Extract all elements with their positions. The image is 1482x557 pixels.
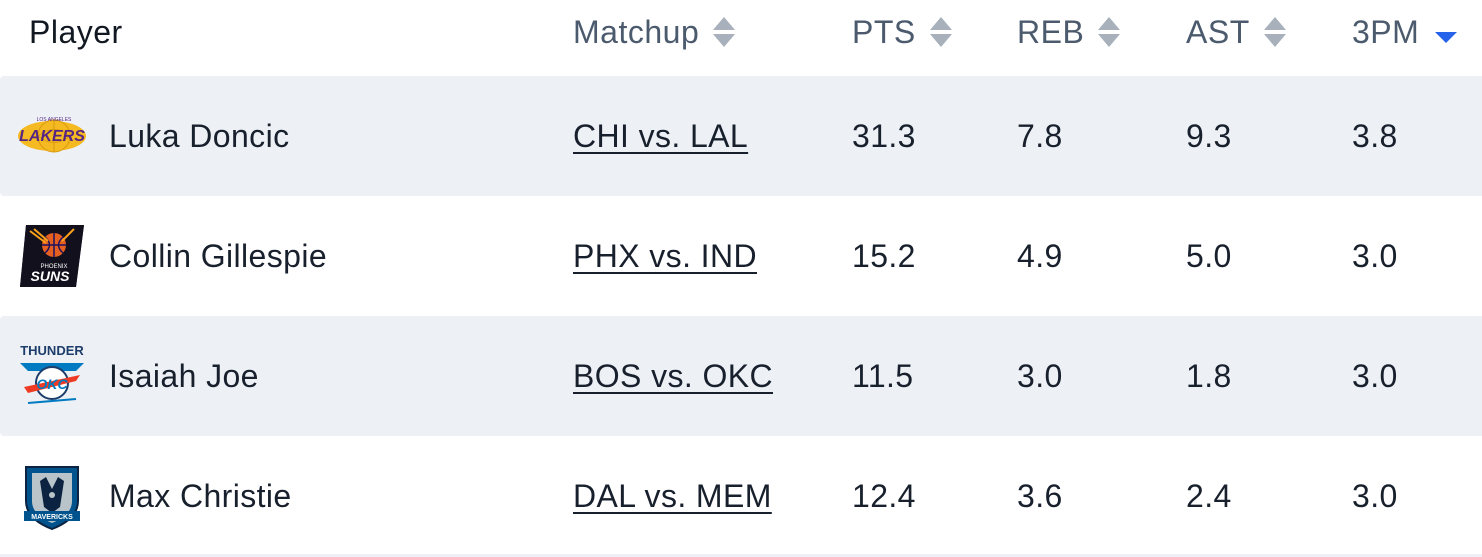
matchup-link[interactable]: BOS vs. OKC	[573, 357, 773, 394]
table-row: PHOENIX SUNS Collin Gillespie PHX vs. IN…	[0, 196, 1482, 316]
stat-ast: 1.8	[1186, 357, 1232, 394]
table-row: LAKERS LOS ANGELES Luka Doncic CHI vs. L…	[0, 76, 1482, 196]
table-row: MAVERICKS Max Christie DAL vs. MEM 12.4 …	[0, 436, 1482, 556]
stat-ast: 5.0	[1186, 237, 1232, 274]
svg-text:SUNS: SUNS	[31, 268, 71, 284]
sort-icon[interactable]	[713, 15, 736, 49]
column-header-3pm-label: 3PM	[1352, 13, 1420, 50]
column-header-ast-label: AST	[1186, 13, 1250, 50]
table-row: THUNDER OKC Isaiah Joe BOS vs. OKC 11.5 …	[0, 316, 1482, 436]
player-name: Collin Gillespie	[109, 237, 328, 274]
stat-pts: 31.3	[852, 117, 916, 154]
stat-reb: 4.9	[1017, 237, 1063, 274]
svg-text:LAKERS: LAKERS	[19, 128, 85, 145]
svg-text:LOS ANGELES: LOS ANGELES	[37, 117, 72, 123]
sort-icon[interactable]	[1263, 15, 1286, 49]
svg-text:MAVERICKS: MAVERICKS	[31, 514, 73, 521]
column-header-ast[interactable]: AST	[1186, 12, 1286, 52]
svg-text:PHOENIX: PHOENIX	[40, 264, 67, 270]
svg-text:OKC: OKC	[36, 376, 68, 392]
lakers-logo-icon: LAKERS LOS ANGELES	[16, 101, 88, 171]
player-name: Isaiah Joe	[109, 357, 259, 394]
stat-ast: 2.4	[1186, 477, 1232, 514]
matchup-link[interactable]: PHX vs. IND	[573, 237, 757, 274]
stat-3pm: 3.0	[1352, 237, 1398, 274]
thunder-logo-icon: THUNDER OKC	[16, 341, 88, 411]
column-header-reb[interactable]: REB	[1017, 12, 1121, 52]
column-header-matchup[interactable]: Matchup	[573, 12, 736, 52]
column-header-matchup-label: Matchup	[573, 13, 700, 50]
column-header-3pm[interactable]: 3PM	[1352, 12, 1458, 52]
column-header-player: Player	[29, 13, 123, 50]
table-header: Player Matchup PTS REB AST 3PM	[0, 0, 1482, 70]
sort-icon[interactable]	[929, 15, 952, 49]
matchup-link[interactable]: DAL vs. MEM	[573, 477, 772, 514]
stat-reb: 7.8	[1017, 117, 1063, 154]
player-name: Max Christie	[109, 477, 292, 514]
sort-descending-icon[interactable]	[1435, 31, 1458, 43]
column-header-pts[interactable]: PTS	[852, 12, 952, 52]
stat-reb: 3.0	[1017, 357, 1063, 394]
stat-3pm: 3.0	[1352, 477, 1398, 514]
stat-reb: 3.6	[1017, 477, 1063, 514]
stat-3pm: 3.0	[1352, 357, 1398, 394]
column-header-pts-label: PTS	[852, 13, 916, 50]
mavericks-logo-icon: MAVERICKS	[16, 461, 88, 531]
suns-logo-icon: PHOENIX SUNS	[16, 221, 88, 291]
sort-icon[interactable]	[1098, 15, 1121, 49]
stat-pts: 12.4	[852, 477, 916, 514]
matchup-link[interactable]: CHI vs. LAL	[573, 117, 749, 154]
svg-text:THUNDER: THUNDER	[20, 343, 84, 358]
player-name: Luka Doncic	[109, 117, 290, 154]
stat-3pm: 3.8	[1352, 117, 1398, 154]
stat-ast: 9.3	[1186, 117, 1232, 154]
stat-pts: 11.5	[852, 357, 914, 394]
table-bottom-divider	[0, 554, 1482, 557]
column-header-reb-label: REB	[1017, 13, 1085, 50]
stat-pts: 15.2	[852, 237, 916, 274]
